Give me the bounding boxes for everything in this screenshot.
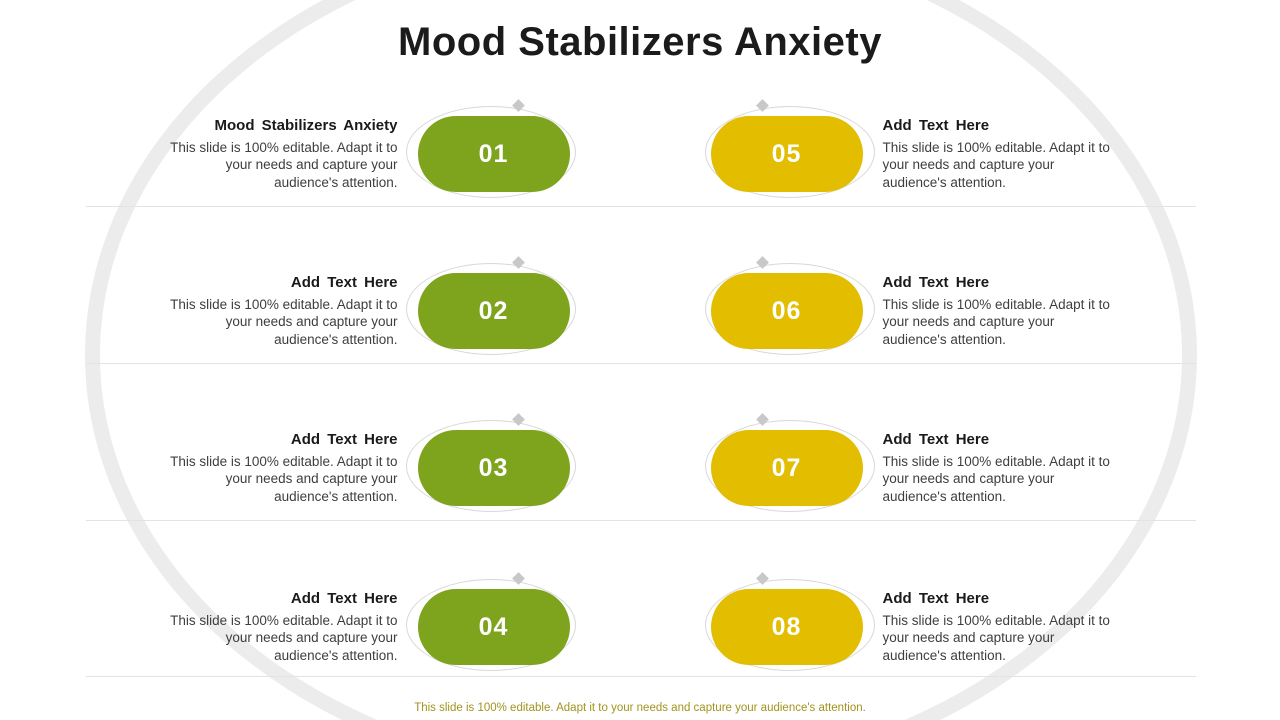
step-number-04: 04: [478, 612, 509, 641]
item-heading-03: Add Text Here: [290, 430, 398, 448]
item-body-04: This slide is 100% editable. Adapt it to…: [170, 612, 398, 663]
arc-decoration: [704, 263, 875, 355]
timeline-row-2: Add Text Here This slide is 100% editabl…: [0, 256, 1280, 366]
item-heading-02: Add Text Here: [290, 273, 398, 291]
step-pill-01: 01: [405, 99, 576, 198]
item-body-01: This slide is 100% editable. Adapt it to…: [170, 139, 398, 190]
step-pill-04: 04: [405, 572, 576, 671]
item-heading-04: Add Text Here: [290, 589, 398, 607]
row-divider: [86, 206, 1196, 207]
step-number-01: 01: [478, 139, 509, 168]
timeline-row-1: Mood Stabilizers Anxiety This slide is 1…: [0, 99, 1280, 209]
step-pill-02: 02: [405, 256, 576, 355]
step-number-06: 06: [771, 296, 802, 325]
text-block-04: Add Text Here This slide is 100% editabl…: [106, 589, 398, 665]
item-heading-08: Add Text Here: [882, 589, 990, 607]
item-heading-05: Add Text Here: [882, 116, 990, 134]
text-block-08: Add Text Here This slide is 100% editabl…: [883, 590, 1175, 665]
slide-title: Mood Stabilizers Anxiety: [398, 20, 882, 64]
item-body-05: This slide is 100% editable. Adapt it to…: [882, 139, 1110, 190]
footer-caption: This slide is 100% editable. Adapt it to…: [414, 702, 866, 714]
step-pill-08: 08: [704, 572, 875, 671]
arc-decoration: [405, 106, 576, 198]
step-pill-03: 03: [405, 413, 576, 512]
item-body-06: This slide is 100% editable. Adapt it to…: [882, 296, 1110, 347]
item-heading-01: Mood Stabilizers Anxiety: [214, 116, 398, 134]
timeline-row-4: Add Text Here This slide is 100% editabl…: [0, 572, 1280, 682]
item-body-02: This slide is 100% editable. Adapt it to…: [170, 296, 398, 347]
timeline-row-3: Add Text Here This slide is 100% editabl…: [0, 413, 1280, 523]
item-body-08: This slide is 100% editable. Adapt it to…: [882, 612, 1110, 663]
item-heading-07: Add Text Here: [882, 430, 990, 448]
text-block-06: Add Text Here This slide is 100% editabl…: [883, 274, 1175, 349]
text-block-02: Add Text Here This slide is 100% editabl…: [106, 273, 398, 349]
arc-decoration: [405, 579, 576, 671]
step-number-05: 05: [771, 139, 802, 168]
step-pill-05: 05: [704, 99, 875, 198]
arc-decoration: [704, 420, 875, 512]
text-block-01: Mood Stabilizers Anxiety This slide is 1…: [106, 116, 398, 192]
step-pill-07: 07: [704, 413, 875, 512]
step-number-02: 02: [478, 296, 509, 325]
step-number-07: 07: [771, 453, 802, 482]
step-number-03: 03: [478, 453, 509, 482]
item-heading-06: Add Text Here: [882, 273, 990, 291]
arc-decoration: [405, 420, 576, 512]
step-number-08: 08: [771, 612, 802, 641]
item-body-07: This slide is 100% editable. Adapt it to…: [882, 453, 1110, 504]
arc-decoration: [405, 263, 576, 355]
text-block-03: Add Text Here This slide is 100% editabl…: [106, 430, 398, 506]
row-divider: [86, 520, 1196, 521]
text-block-07: Add Text Here This slide is 100% editabl…: [883, 431, 1175, 506]
arc-decoration: [704, 579, 875, 671]
row-divider: [86, 676, 1196, 677]
arc-decoration: [704, 106, 875, 198]
text-block-05: Add Text Here This slide is 100% editabl…: [883, 117, 1175, 192]
row-divider: [86, 363, 1196, 364]
step-pill-06: 06: [704, 256, 875, 355]
item-body-03: This slide is 100% editable. Adapt it to…: [170, 453, 398, 504]
